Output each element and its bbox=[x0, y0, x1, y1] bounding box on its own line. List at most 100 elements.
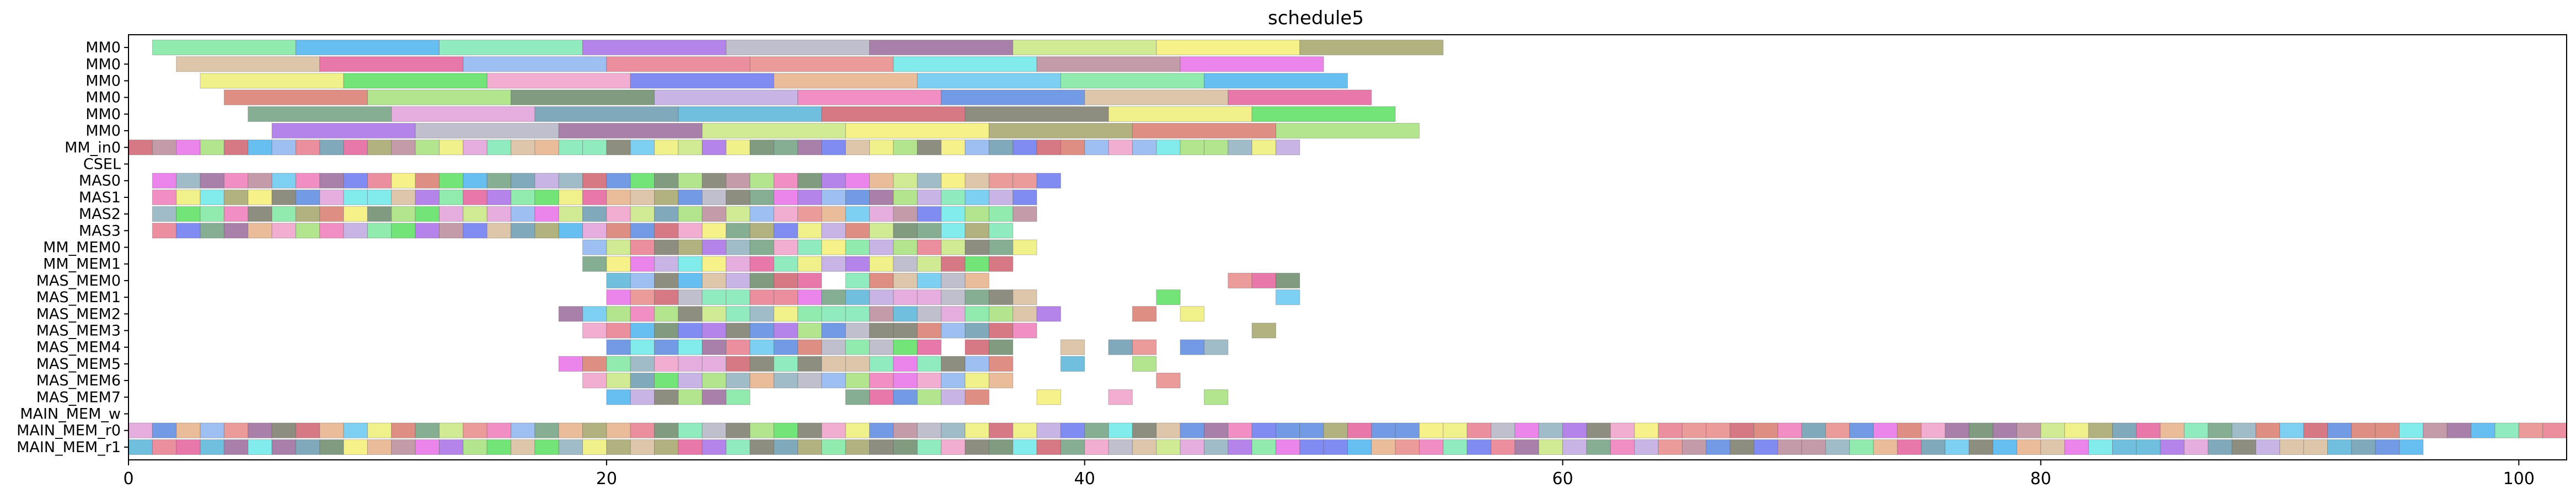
bar-main-mem-r1-24-0-62 bbox=[1610, 439, 1635, 455]
bar-main-mem-r1-24-0-16 bbox=[510, 439, 535, 455]
bar-main-mem-r0-23-0-22 bbox=[654, 422, 679, 438]
bar-mas2-10-0-8 bbox=[319, 206, 344, 222]
bar-mas-mem7-21-0-21 bbox=[630, 389, 655, 405]
bar-mas1-9-0-10 bbox=[367, 189, 392, 205]
bar-mas2-10-0-2 bbox=[176, 206, 201, 222]
bar-mm-in0-6-0-10 bbox=[367, 139, 392, 155]
bar-mas-mem7-21-2-38 bbox=[1036, 389, 1061, 405]
bar-mas0-8-0-7 bbox=[295, 173, 320, 189]
plot-frame bbox=[128, 34, 2567, 460]
bar-mas-mem6-20-0-34 bbox=[941, 373, 966, 389]
bar-mas1-9-0-5 bbox=[248, 189, 272, 205]
bar-main-mem-r1-24-0-23 bbox=[678, 439, 703, 455]
bar-mas-mem6-20-0-27 bbox=[773, 373, 799, 389]
bar-mas-mem7-21-1-30 bbox=[845, 389, 870, 405]
bar-mas2-10-0-37 bbox=[1013, 206, 1037, 222]
y-tick-label: MM0 bbox=[85, 39, 121, 56]
bar-mas0-8-0-21 bbox=[630, 173, 655, 189]
bar-main-mem-r0-23-0-100 bbox=[2518, 422, 2543, 438]
bar-main-mem-r0-23-0-95 bbox=[2399, 422, 2424, 438]
bar-main-mem-r0-23-0-7 bbox=[295, 422, 320, 438]
bar-main-mem-r0-23-0-92 bbox=[2327, 422, 2352, 438]
bar-mas-mem1-15-0-37 bbox=[1013, 289, 1037, 305]
bar-mm-mem0-12-0-21 bbox=[630, 239, 655, 255]
bar-mas-mem5-19-0-30 bbox=[845, 356, 870, 372]
bar-mas1-9-0-17 bbox=[534, 189, 559, 205]
bar-main-mem-r0-23-0-9 bbox=[343, 422, 368, 438]
bar-mas1-9-0-18 bbox=[558, 189, 583, 205]
bar-mas2-10-0-11 bbox=[391, 206, 416, 222]
bar-main-mem-r0-23-0-66 bbox=[1706, 422, 1731, 438]
bar-main-mem-r0-23-0-16 bbox=[510, 422, 535, 438]
bar-mas-mem7-21-4-45 bbox=[1203, 389, 1229, 405]
y-tick-label: MM0 bbox=[85, 106, 121, 123]
bar-mas0-8-0-12 bbox=[415, 173, 440, 189]
bar-main-mem-r0-23-0-42 bbox=[1132, 422, 1157, 438]
bar-mas-mem4-18-0-24 bbox=[701, 339, 727, 355]
bar-mm-in0-6-0-22 bbox=[654, 139, 679, 155]
bar-mas0-8-0-15 bbox=[486, 173, 511, 189]
bar-main-mem-r0-23-0-50 bbox=[1323, 422, 1348, 438]
bar-main-mem-r1-24-0-77 bbox=[1968, 439, 1994, 455]
bar-mm0-0-2-13 bbox=[438, 40, 583, 56]
bar-mas3-11-0-24 bbox=[701, 223, 727, 239]
bar-main-mem-r0-23-0-60 bbox=[1562, 422, 1587, 438]
bar-mas2-10-0-19 bbox=[582, 206, 607, 222]
bar-mas-mem4-18-4-44 bbox=[1180, 339, 1204, 355]
bar-mas-mem1-15-0-26 bbox=[749, 289, 774, 305]
bar-mas1-9-0-16 bbox=[510, 189, 535, 205]
bar-mas-mem2-16-0-36 bbox=[988, 306, 1014, 322]
bar-mas-mem6-20-0-32 bbox=[893, 373, 918, 389]
bar-mm-in0-6-0-21 bbox=[630, 139, 655, 155]
bar-mm0-3-6-40 bbox=[1084, 89, 1229, 105]
bar-mm-mem0-12-0-33 bbox=[917, 239, 942, 255]
bar-mas-mem7-21-1-32 bbox=[893, 389, 918, 405]
bar-mas-mem6-20-0-30 bbox=[845, 373, 870, 389]
bar-mas-mem2-16-0-26 bbox=[749, 306, 774, 322]
bar-main-mem-r0-23-0-38 bbox=[1036, 422, 1061, 438]
bar-mm-mem1-13-0-35 bbox=[965, 256, 989, 272]
bar-mas2-10-0-32 bbox=[893, 206, 918, 222]
bar-mas-mem6-20-0-19 bbox=[582, 373, 607, 389]
bar-mas-mem6-20-0-21 bbox=[630, 373, 655, 389]
bar-mm-mem1-13-0-25 bbox=[726, 256, 751, 272]
bar-mas2-10-0-28 bbox=[797, 206, 822, 222]
bar-mas-mem3-17-0-32 bbox=[893, 323, 918, 339]
bar-main-mem-r1-24-0-66 bbox=[1706, 439, 1731, 455]
bar-mas-mem5-19-0-32 bbox=[893, 356, 918, 372]
bar-mas0-8-0-14 bbox=[463, 173, 488, 189]
bar-mas3-11-0-10 bbox=[367, 223, 392, 239]
bar-mas-mem5-19-0-26 bbox=[749, 356, 774, 372]
bar-main-mem-r0-23-0-1 bbox=[152, 422, 177, 438]
y-tick-label: MAS_MEM3 bbox=[36, 323, 121, 340]
bar-mas2-10-0-23 bbox=[678, 206, 703, 222]
bar-main-mem-r1-24-0-28 bbox=[797, 439, 822, 455]
bar-mas-mem4-18-0-21 bbox=[630, 339, 655, 355]
bar-mm-mem0-12-0-35 bbox=[965, 239, 989, 255]
y-tick-label: MAS_MEM1 bbox=[36, 289, 121, 306]
bar-main-mem-r0-23-0-57 bbox=[1491, 422, 1515, 438]
bar-mm0-1-3-20 bbox=[606, 56, 751, 72]
bar-main-mem-r1-24-0-83 bbox=[2112, 439, 2137, 455]
bar-mas3-11-0-28 bbox=[797, 223, 822, 239]
y-tick-label: MAS_MEM0 bbox=[36, 272, 121, 289]
bar-main-mem-r0-23-0-73 bbox=[1873, 422, 1898, 438]
bar-mas2-10-0-3 bbox=[200, 206, 224, 222]
bar-mas2-10-0-26 bbox=[749, 206, 774, 222]
bar-mas-mem1-15-0-35 bbox=[965, 289, 989, 305]
bar-mas0-8-0-38 bbox=[1036, 173, 1061, 189]
bar-main-mem-r1-24-0-6 bbox=[271, 439, 296, 455]
bar-main-mem-r1-24-0-10 bbox=[367, 439, 392, 455]
bar-main-mem-r0-23-0-45 bbox=[1203, 422, 1229, 438]
bar-main-mem-r0-23-0-75 bbox=[1921, 422, 1946, 438]
bar-main-mem-r1-24-0-20 bbox=[606, 439, 631, 455]
bar-mm-mem1-13-0-36 bbox=[988, 256, 1014, 272]
bar-mas-mem5-19-2-42 bbox=[1132, 356, 1157, 372]
y-tick-label: MAS0 bbox=[79, 173, 121, 190]
bar-main-mem-r0-23-0-30 bbox=[845, 422, 870, 438]
bar-main-mem-r1-24-0-65 bbox=[1681, 439, 1707, 455]
bar-mas-mem2-16-0-24 bbox=[701, 306, 727, 322]
bar-mas1-9-0-37 bbox=[1013, 189, 1037, 205]
bar-mm-mem0-12-0-20 bbox=[606, 239, 631, 255]
bar-mm-mem1-13-0-28 bbox=[797, 256, 822, 272]
